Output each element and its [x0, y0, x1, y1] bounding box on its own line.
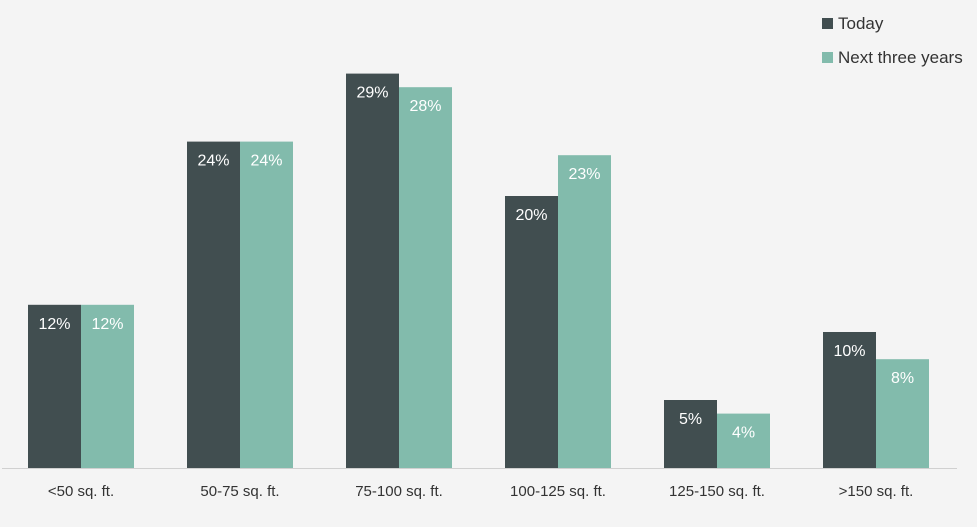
bar-next-three-years-3 — [558, 155, 611, 468]
legend-swatch-next-three-years — [822, 52, 833, 63]
bar-today-4 — [664, 400, 717, 468]
bar-today-1 — [187, 141, 240, 468]
data-label-next-three-years-0: 12% — [91, 316, 123, 333]
bar-next-three-years-5 — [876, 359, 929, 468]
bar-next-three-years-2 — [399, 87, 452, 468]
bars-layer — [28, 73, 929, 468]
bar-next-three-years-4 — [717, 413, 770, 468]
legend-swatch-today — [822, 18, 833, 29]
x-tick-label-2: 75-100 sq. ft. — [355, 483, 443, 500]
data-labels-layer: 12% 12% 24% 24% 29% 28% 20% 23% 5% 4% 10% 8% — [38, 85, 914, 442]
legend: Today Next three years — [822, 14, 963, 67]
data-label-today-3: 20% — [515, 207, 547, 224]
data-label-next-three-years-1: 24% — [250, 153, 282, 170]
data-label-next-three-years-2: 28% — [409, 98, 441, 115]
legend-label-next-three-years: Next three years — [838, 48, 963, 67]
x-tick-label-1: 50-75 sq. ft. — [200, 483, 279, 500]
bar-today-0 — [28, 304, 81, 468]
x-axis-tick-labels: <50 sq. ft. 50-75 sq. ft. 75-100 sq. ft. 10… — [48, 483, 913, 500]
data-label-next-three-years-4: 4% — [732, 425, 755, 442]
data-label-today-5: 10% — [833, 343, 865, 360]
bar-today-5 — [823, 332, 876, 468]
data-label-today-1: 24% — [197, 153, 229, 170]
legend-label-today: Today — [838, 14, 884, 33]
x-tick-label-3: 100-125 sq. ft. — [510, 483, 606, 500]
x-tick-label-0: <50 sq. ft. — [48, 483, 114, 500]
bar-today-3 — [505, 196, 558, 468]
data-label-today-2: 29% — [356, 85, 388, 102]
x-tick-label-4: 125-150 sq. ft. — [669, 483, 765, 500]
bar-today-2 — [346, 73, 399, 468]
data-label-next-three-years-5: 8% — [891, 370, 914, 387]
bar-next-three-years-0 — [81, 304, 134, 468]
x-tick-label-5: >150 sq. ft. — [839, 483, 914, 500]
data-label-today-0: 12% — [38, 316, 70, 333]
data-label-today-4: 5% — [679, 411, 702, 428]
data-label-next-three-years-3: 23% — [568, 166, 600, 183]
bar-next-three-years-1 — [240, 141, 293, 468]
